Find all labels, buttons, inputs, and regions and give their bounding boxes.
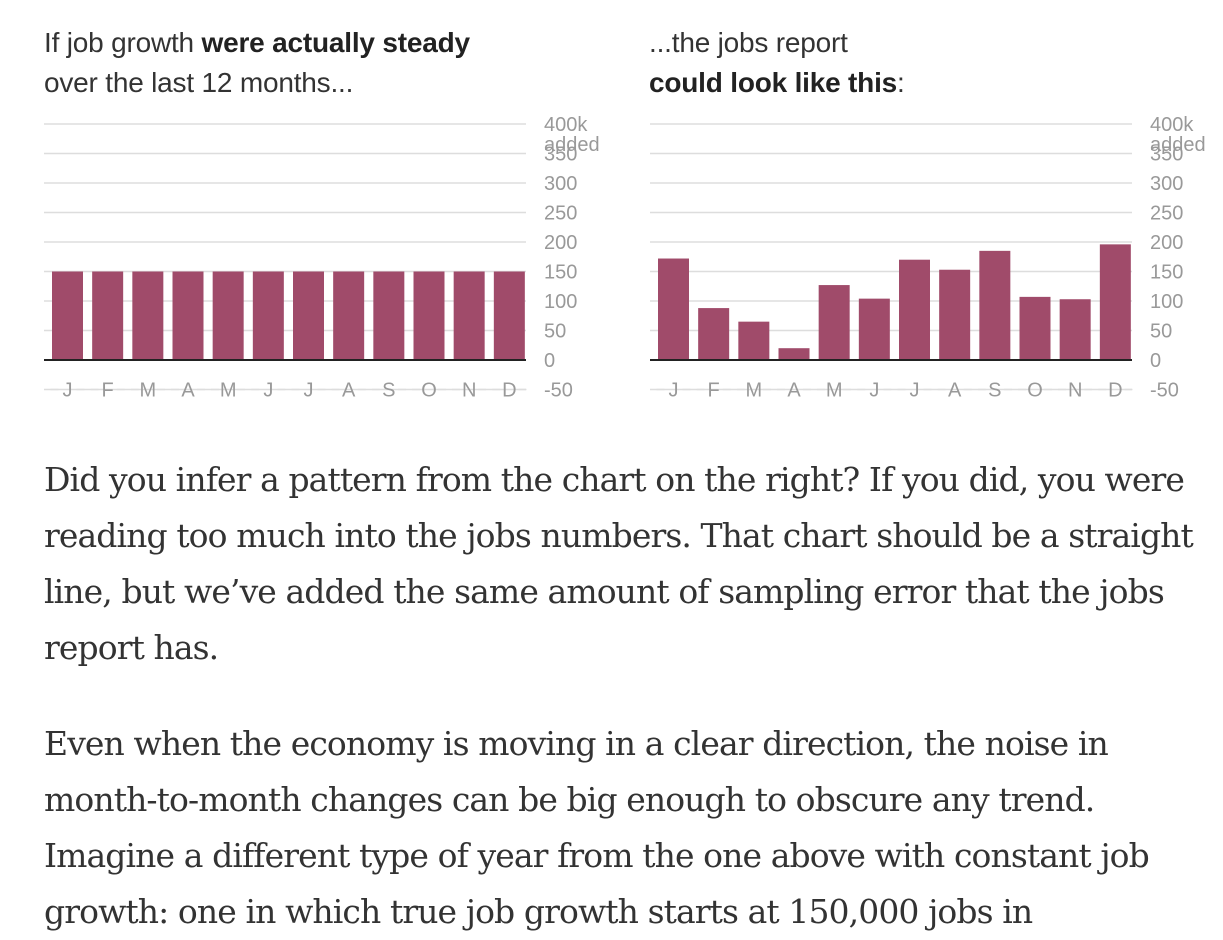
y-tick-label: 300 (1150, 173, 1183, 195)
x-tick-label: O (421, 380, 437, 402)
y-tick-label: 50 (544, 321, 566, 343)
y-tick-label: 100 (544, 291, 577, 313)
bar-D (1099, 244, 1131, 360)
chart-title-left-line2: over the last 12 months... (44, 67, 354, 98)
bar-A (939, 269, 971, 360)
bar-O (413, 271, 445, 360)
bar-chart-steady: 400k 350 300 250 200 150 100 50 0 -50 added J F M A M J J… (44, 114, 600, 402)
x-tick-label: M (826, 380, 843, 402)
x-tick-label: F (102, 380, 114, 402)
bar-M (132, 271, 164, 360)
chart-title-right-line1: ...the jobs report (649, 27, 848, 58)
chart-title-left-regular: If job growth (44, 27, 202, 58)
bar-F (92, 271, 124, 360)
x-tick-label: J (304, 380, 314, 402)
bar-J (293, 271, 324, 360)
y-tick-label: -50 (544, 380, 573, 402)
chart-title-right: ...the jobs report could look like this: (649, 23, 1209, 103)
bar-J (52, 271, 83, 360)
x-tick-label: O (1027, 380, 1043, 402)
y-tick-label: 250 (1150, 203, 1183, 225)
y-tick-label: -50 (1150, 380, 1179, 402)
y-tick-label: 250 (544, 203, 577, 225)
x-tick-label: D (502, 380, 516, 402)
body-paragraph-2: Even when the economy is moving in a cle… (44, 724, 1150, 931)
bar-N (1059, 299, 1091, 360)
bar-S (979, 250, 1011, 360)
bar-M (212, 271, 244, 360)
bar-chart-jobs-report: 400k 350 300 250 200 150 100 50 0 -50 added J F M A M J J… (650, 114, 1206, 402)
x-tick-label: N (1068, 380, 1082, 402)
chart-title-right-after: : (897, 67, 905, 98)
y-tick-label: 350 (1150, 144, 1183, 166)
x-tick-label: A (948, 380, 962, 402)
y-tick-label: 350 (544, 144, 577, 166)
y-tick-label: 400k (1150, 114, 1194, 136)
x-tick-label: J (869, 380, 879, 402)
x-tick-label: S (988, 380, 1001, 402)
y-tick-label: 100 (1150, 291, 1183, 313)
x-tick-label: A (787, 380, 801, 402)
bar-O (1019, 296, 1051, 360)
y-tick-label: 0 (544, 350, 555, 372)
x-tick-label: N (462, 380, 476, 402)
bar-J (899, 259, 930, 360)
x-tick-label: S (382, 380, 395, 402)
bar-A (778, 348, 810, 360)
x-tick-label: F (708, 380, 720, 402)
bar-S (373, 271, 405, 360)
bar-F (698, 308, 730, 360)
y-tick-label: 150 (1150, 262, 1183, 284)
y-tick-label: 0 (1150, 350, 1161, 372)
bar-J (658, 258, 689, 360)
chart-title-left: If job growth were actually steady over … (44, 23, 564, 103)
y-unit-label: added (1150, 134, 1206, 156)
chart-title-right-line2: could look like this: (649, 63, 1209, 103)
y-tick-label: 300 (544, 173, 577, 195)
x-tick-label: M (139, 380, 156, 402)
y-tick-label: 150 (544, 262, 577, 284)
y-unit-label: added (544, 134, 600, 156)
x-tick-label: A (181, 380, 195, 402)
body-paragraph-1: Did you infer a pattern from the chart o… (44, 460, 1194, 667)
bar-A (333, 271, 365, 360)
bar-M (738, 321, 770, 360)
bar-N (453, 271, 485, 360)
x-tick-label: J (669, 380, 679, 402)
y-tick-label: 200 (544, 232, 577, 254)
bar-D (493, 271, 525, 360)
x-tick-label: M (220, 380, 237, 402)
bar-M (818, 285, 850, 360)
x-tick-label: J (63, 380, 73, 402)
bar-A (172, 271, 204, 360)
y-tick-label: 400k (544, 114, 588, 136)
y-tick-label: 200 (1150, 232, 1183, 254)
x-tick-label: M (745, 380, 762, 402)
x-tick-label: J (910, 380, 920, 402)
x-tick-label: D (1108, 380, 1122, 402)
bar-J (252, 271, 284, 360)
chart-title-left-bold: were actually steady (201, 27, 471, 58)
x-tick-label: J (263, 380, 273, 402)
chart-title-right-bold: could look like this (649, 67, 898, 98)
bar-J (858, 298, 890, 360)
chart-title-left-line1: If job growth were actually steady (44, 23, 564, 63)
y-tick-label: 50 (1150, 321, 1172, 343)
x-tick-label: A (342, 380, 356, 402)
